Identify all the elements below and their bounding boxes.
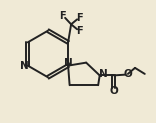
- Text: N: N: [20, 61, 28, 71]
- Text: O: O: [124, 69, 132, 79]
- Text: N: N: [64, 58, 73, 68]
- Text: F: F: [76, 13, 83, 23]
- Text: F: F: [76, 26, 83, 36]
- Text: N: N: [99, 69, 107, 79]
- Text: O: O: [110, 86, 118, 96]
- Text: F: F: [60, 11, 66, 21]
